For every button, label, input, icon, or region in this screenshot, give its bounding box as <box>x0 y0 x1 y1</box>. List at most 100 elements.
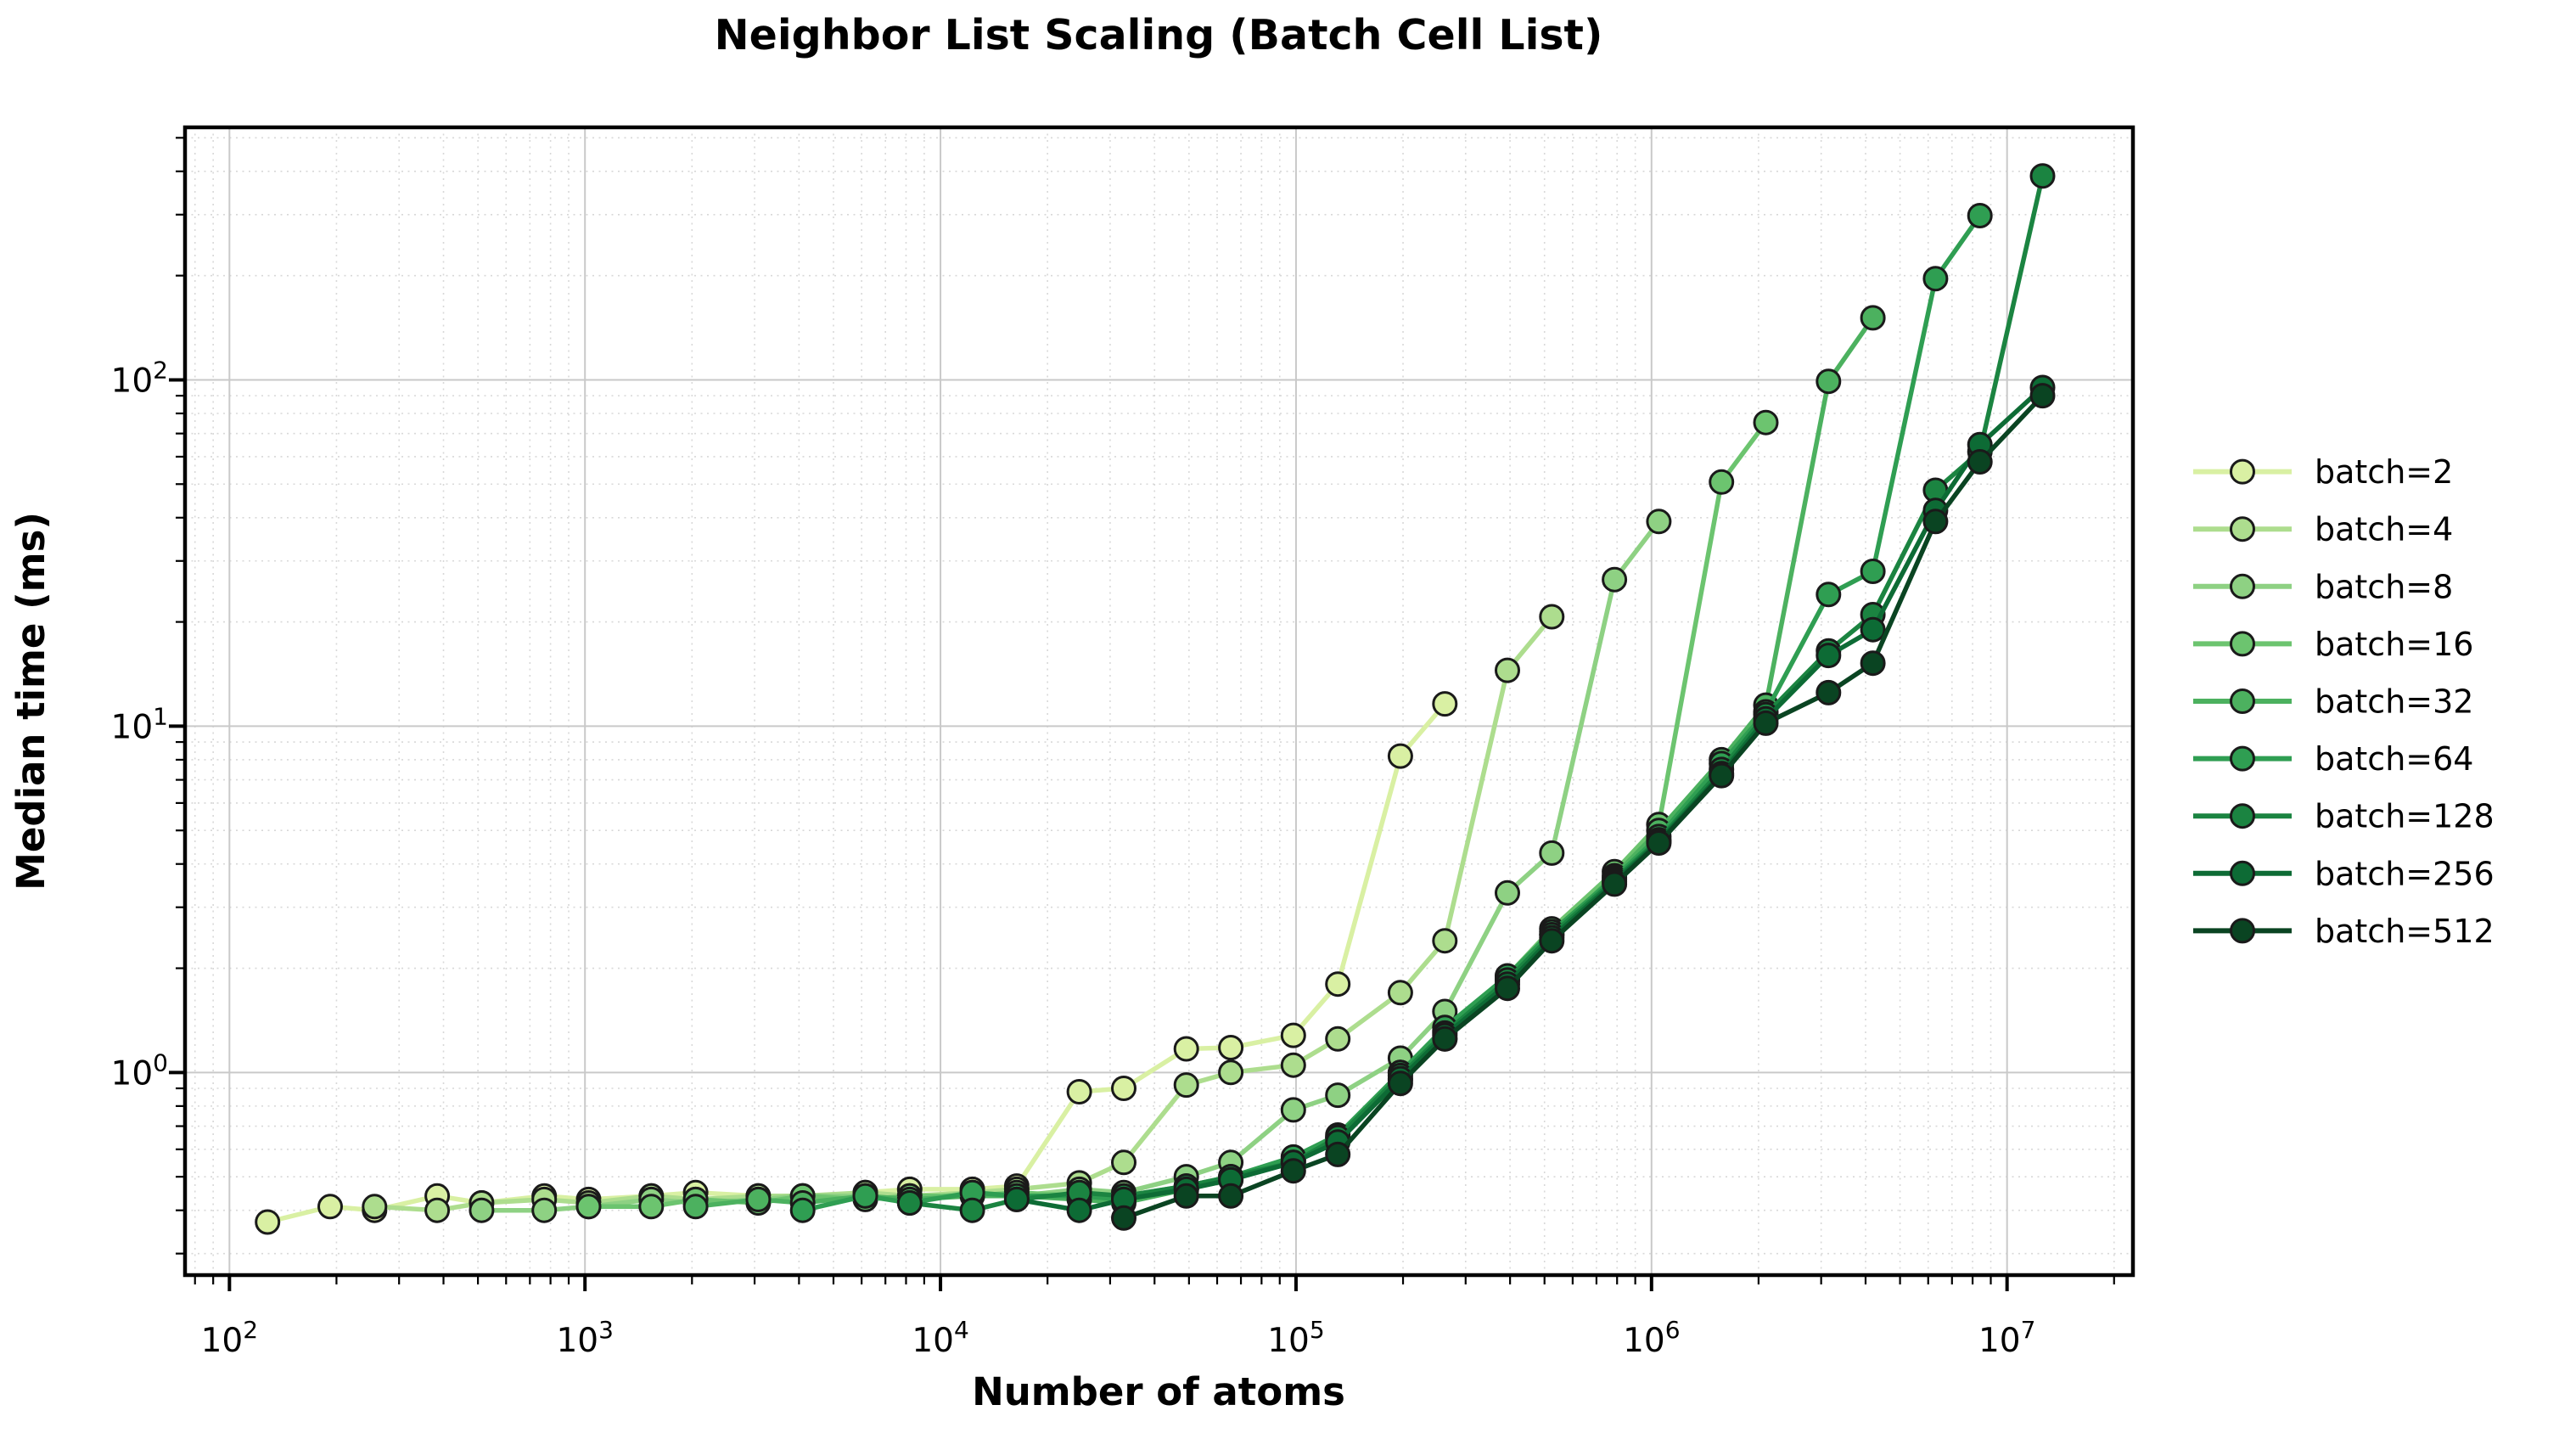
y-axis-label: Median time (ms) <box>8 512 53 891</box>
legend-item-label: batch=32 <box>2315 683 2473 721</box>
legend-marker <box>2230 803 2255 829</box>
legend-item-batch-128: batch=128 <box>2193 798 2495 835</box>
legend-item-label: batch=8 <box>2315 568 2453 605</box>
data-point <box>2029 383 2056 409</box>
series-batch-512 <box>1111 383 2056 1231</box>
data-point <box>682 1194 709 1220</box>
data-point <box>1860 650 1886 677</box>
data-point <box>852 1183 878 1209</box>
data-point <box>1495 879 1520 906</box>
legend-item-label: batch=16 <box>2315 626 2473 663</box>
data-point <box>1432 1026 1458 1052</box>
data-point <box>1387 980 1413 1006</box>
data-point <box>1218 1035 1244 1060</box>
data-point <box>1111 1076 1136 1101</box>
x-tick-label: 102 <box>201 1316 258 1360</box>
data-point <box>1218 1059 1244 1086</box>
y-tick-label: 100 <box>111 1048 168 1093</box>
data-point <box>1280 1158 1306 1184</box>
data-point <box>1173 1072 1199 1099</box>
data-point <box>1539 604 1565 630</box>
data-point <box>1111 1149 1136 1176</box>
data-point <box>1816 582 1842 608</box>
data-point <box>575 1194 602 1220</box>
data-point <box>1860 559 1886 584</box>
legend-marker <box>2230 745 2255 772</box>
data-point <box>1432 928 1458 954</box>
data-point <box>531 1197 558 1223</box>
data-point <box>1816 368 1842 395</box>
legend-item-batch-16: batch=16 <box>2193 626 2473 663</box>
data-point <box>1387 1071 1413 1097</box>
legend-item-batch-64: batch=64 <box>2193 740 2473 778</box>
data-point <box>745 1186 772 1212</box>
data-point <box>1495 975 1520 1002</box>
data-point <box>1280 1022 1306 1048</box>
data-point <box>362 1194 388 1220</box>
data-point <box>469 1197 495 1223</box>
x-tick-label: 103 <box>556 1316 613 1360</box>
x-tick-label: 107 <box>1978 1316 2035 1360</box>
legend-item-batch-512: batch=512 <box>2193 913 2495 950</box>
data-point <box>1495 657 1520 683</box>
data-point <box>1325 1026 1351 1052</box>
legend: batch=2 batch=4 batch=8 batch=16 batch=32 bat… <box>2193 453 2495 950</box>
x-tick-label: 104 <box>912 1316 968 1360</box>
x-tick-label: 106 <box>1623 1316 1680 1360</box>
data-point <box>638 1194 665 1220</box>
legend-item-label: batch=2 <box>2315 453 2453 491</box>
legend-marker <box>2230 573 2255 599</box>
data-point <box>1111 1205 1136 1231</box>
major-gridlines <box>185 127 2133 1275</box>
data-point <box>1325 971 1351 997</box>
data-point <box>1280 1097 1306 1123</box>
legend-item-batch-2: batch=2 <box>2193 453 2453 491</box>
data-point <box>1709 762 1735 789</box>
legend-item-label: batch=64 <box>2315 740 2473 778</box>
y-tick-label: 101 <box>111 702 168 746</box>
legend-item-batch-8: batch=8 <box>2193 568 2453 605</box>
axis-ticks <box>169 137 2115 1291</box>
chart-title: Neighbor List Scaling (Batch Cell List) <box>715 11 1603 59</box>
data-point <box>1602 871 1628 897</box>
data-point <box>255 1209 281 1235</box>
plot-border <box>182 125 2135 1278</box>
data-point <box>424 1197 451 1223</box>
x-axis-label: Number of atoms <box>972 1369 1345 1414</box>
data-point <box>1539 928 1565 954</box>
data-point <box>1967 203 1993 228</box>
data-point <box>959 1197 985 1223</box>
data-point <box>1387 743 1413 769</box>
legend-marker <box>2230 516 2255 542</box>
legend-item-label: batch=256 <box>2315 855 2495 892</box>
plot-area <box>185 127 2133 1275</box>
data-point <box>1922 509 1949 535</box>
legend-marker <box>2230 688 2255 714</box>
data-point <box>2029 163 2056 189</box>
data-point <box>1003 1186 1030 1212</box>
legend-item-batch-4: batch=4 <box>2193 511 2453 548</box>
data-point <box>1066 1197 1092 1223</box>
legend-marker <box>2230 860 2255 886</box>
data-point <box>1173 1036 1199 1062</box>
data-point <box>1325 1141 1351 1167</box>
data-point <box>896 1190 923 1216</box>
series-line <box>907 173 2046 1213</box>
data-series-group <box>255 163 2056 1235</box>
data-point <box>1646 509 1672 535</box>
legend-marker <box>2230 918 2255 944</box>
data-point <box>1602 566 1628 593</box>
data-point <box>1816 643 1842 669</box>
legend-marker <box>2230 458 2255 485</box>
data-point <box>1539 840 1565 866</box>
legend-marker <box>2230 631 2255 657</box>
tick-labels: 102 103 104 105 106 107 100 101 102 <box>111 356 2036 1360</box>
x-tick-label: 105 <box>1267 1316 1324 1360</box>
minor-gridlines <box>185 127 2133 1275</box>
data-point <box>1218 1183 1244 1209</box>
y-tick-label: 102 <box>111 356 168 400</box>
data-point <box>1709 469 1735 495</box>
data-point <box>1922 266 1949 292</box>
